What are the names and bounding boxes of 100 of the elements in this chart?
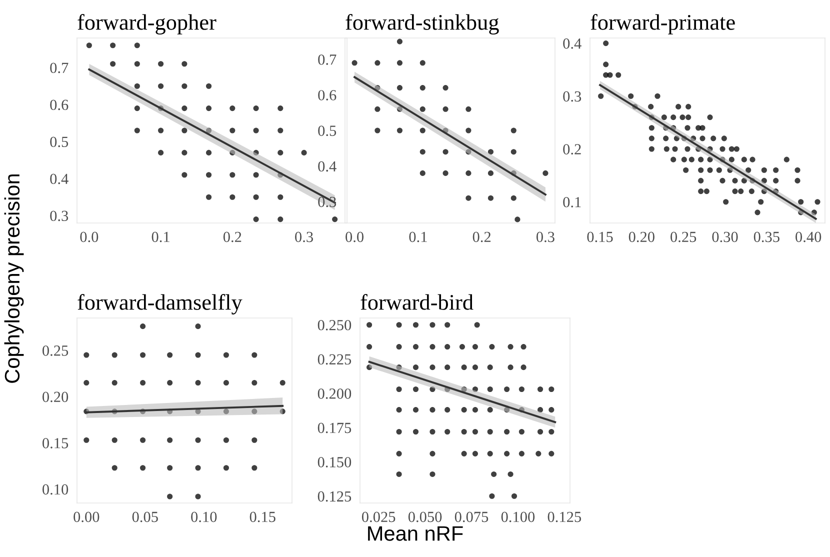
point (134, 42, 140, 48)
point (223, 465, 229, 471)
point (396, 60, 403, 66)
y-tick-label: 0.6 (50, 100, 68, 110)
point (230, 172, 236, 178)
x-tick-label: 0.075 (454, 512, 488, 522)
point (195, 324, 201, 330)
point (420, 149, 426, 155)
point (396, 106, 403, 112)
x-tick-label: 0.00 (74, 512, 100, 522)
chart-title: forward-stinkbug (346, 14, 499, 34)
point (223, 352, 229, 358)
point (112, 437, 118, 443)
point (230, 128, 236, 134)
x-tick-label: 0.05 (132, 512, 158, 522)
point (182, 172, 188, 178)
point (510, 149, 516, 155)
point (252, 380, 258, 386)
point (182, 61, 188, 67)
point (278, 128, 284, 134)
y-tick-label: 0.3 (563, 91, 582, 102)
point (253, 128, 259, 134)
point (466, 195, 472, 201)
y-tick-label: 0.250 (318, 320, 352, 330)
x-axis-title: Mean nRF (368, 526, 463, 541)
point (253, 106, 259, 112)
y-tick-label: 0.5 (318, 126, 336, 136)
point (420, 170, 426, 176)
y-tick-label: 0.7 (318, 54, 336, 65)
point (301, 150, 307, 156)
point (396, 128, 403, 134)
point (374, 60, 380, 66)
point (223, 380, 229, 386)
x-tick-label: 0.1 (409, 232, 427, 242)
x-tick-label: 0.2 (472, 232, 491, 242)
point (466, 170, 472, 176)
point (374, 128, 380, 134)
point (442, 106, 448, 112)
point (167, 437, 173, 443)
point (332, 216, 338, 222)
point (466, 149, 472, 155)
point (206, 106, 212, 112)
point (206, 172, 212, 178)
point (278, 194, 284, 200)
point (488, 149, 494, 155)
point (442, 170, 448, 176)
point (230, 194, 236, 200)
x-tick-label: 0.3 (295, 232, 313, 242)
point (158, 128, 164, 134)
point (206, 83, 212, 89)
x-tick-label: 0.25 (670, 232, 696, 242)
point (182, 128, 188, 134)
point (206, 128, 212, 134)
point (420, 128, 426, 134)
point (278, 150, 284, 156)
point (442, 149, 448, 155)
x-tick-label: 0.100 (501, 512, 535, 522)
point (195, 437, 201, 443)
point (420, 60, 426, 66)
x-tick-label: 0.35 (754, 232, 780, 242)
point (510, 128, 516, 134)
point (374, 106, 380, 112)
point (230, 106, 236, 112)
y-tick-label: 0.20 (42, 392, 68, 402)
point (396, 85, 403, 91)
y-tick-label: 0.5 (50, 136, 68, 148)
x-tick-label: 0.30 (712, 232, 738, 242)
point (510, 195, 516, 201)
chart-title: forward-gopher (78, 14, 216, 34)
point (158, 150, 164, 156)
point (442, 85, 448, 91)
point (253, 194, 259, 200)
y-tick-label: 0.6 (318, 90, 336, 100)
point (280, 380, 286, 386)
point (86, 42, 92, 48)
point (140, 465, 146, 471)
point (112, 465, 118, 471)
point (84, 437, 90, 443)
point (466, 106, 472, 112)
point (110, 42, 116, 48)
point (280, 408, 286, 414)
point (253, 216, 259, 222)
point (182, 83, 188, 89)
point (140, 324, 146, 330)
y-tick-label: 0.175 (318, 422, 352, 434)
point (514, 216, 520, 222)
y-tick-label: 0.25 (42, 346, 68, 356)
point (195, 494, 201, 500)
point (158, 83, 164, 89)
chart-title: forward-primate (590, 14, 735, 34)
point (167, 465, 173, 471)
point (252, 408, 258, 414)
y-tick-label: 0.7 (50, 62, 68, 74)
x-tick-label: 0.3 (536, 232, 554, 242)
y-tick-label: 0.10 (42, 484, 68, 495)
x-tick-label: 0.20 (628, 232, 654, 242)
chart-title: forward-damselfly (78, 294, 242, 314)
point (253, 172, 259, 178)
y-tick-label: 0.4 (50, 174, 68, 184)
point (182, 106, 188, 112)
